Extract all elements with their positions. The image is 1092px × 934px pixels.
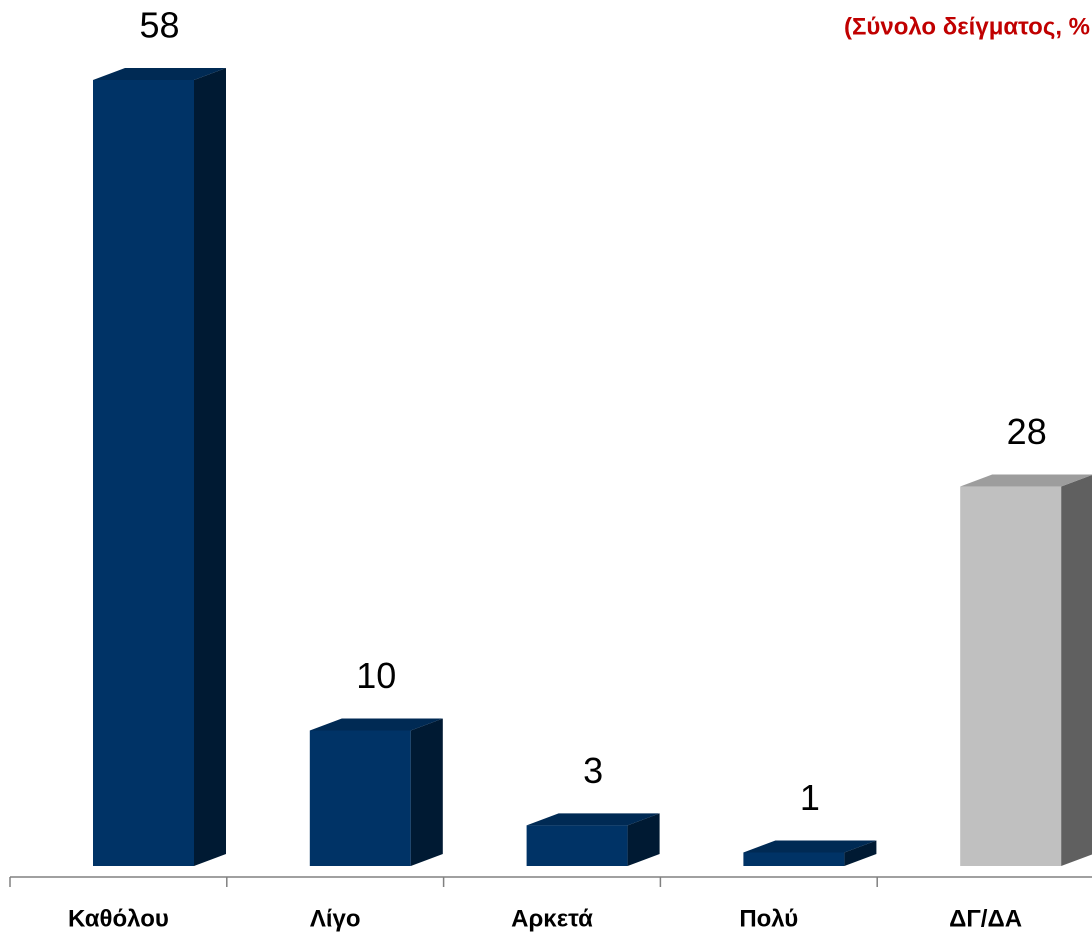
x-tick-label: Πολύ <box>739 905 798 932</box>
value-label: 10 <box>356 655 396 696</box>
bar-front <box>93 80 194 866</box>
value-label: 1 <box>800 777 820 818</box>
bar <box>743 840 877 866</box>
bar-top <box>526 813 660 826</box>
bar <box>93 68 226 866</box>
value-label: 3 <box>583 750 603 791</box>
bar-side <box>627 813 660 866</box>
x-tick-label: ΔΓ/ΔΑ <box>949 905 1022 932</box>
bar <box>526 813 660 866</box>
x-tick-label: Καθόλου <box>68 905 169 932</box>
chart-subtitle: (Σύνολο δείγματος, % <box>844 13 1090 40</box>
x-tick-label: Αρκετά <box>511 905 593 932</box>
bar-side <box>844 840 877 866</box>
bar-front <box>743 852 845 866</box>
bar-front <box>526 825 628 866</box>
bar-top <box>309 718 443 731</box>
x-tick-label: Λίγο <box>310 905 361 932</box>
bar-top <box>743 840 877 853</box>
bar <box>309 718 443 866</box>
bar-top <box>93 68 226 80</box>
bar-front <box>309 730 411 866</box>
bar-front <box>960 486 1062 866</box>
bar-top <box>960 474 1092 487</box>
value-label: 28 <box>1007 411 1047 452</box>
bar-side <box>410 718 443 866</box>
bar-side <box>1061 475 1092 866</box>
bar-side <box>194 68 226 866</box>
value-label: 58 <box>139 5 179 46</box>
bar <box>960 474 1092 866</box>
